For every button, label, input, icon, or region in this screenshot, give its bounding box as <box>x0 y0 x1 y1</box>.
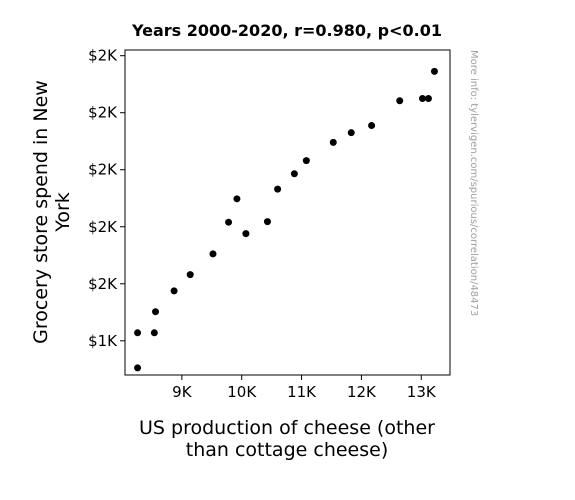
chart-title: Years 2000-2020, r=0.980, p<0.01 <box>131 21 442 40</box>
data-point <box>186 271 194 279</box>
data-point <box>274 185 282 193</box>
data-point <box>233 195 241 203</box>
y-tick-label: $2K <box>88 218 118 236</box>
y-axis-label: Grocery store spend in New York <box>30 80 74 344</box>
y-tick-label: $2K <box>88 161 118 179</box>
x-axis-label-line-2: than cottage cheese) <box>186 439 389 461</box>
data-point <box>368 122 376 130</box>
y-axis-label-line-2: York <box>52 192 74 233</box>
data-point <box>302 157 310 165</box>
data-point <box>430 67 438 75</box>
y-tick-label: $1K <box>88 332 118 350</box>
data-point <box>134 329 142 337</box>
data-point <box>170 287 178 295</box>
data-point <box>150 329 158 337</box>
data-points <box>134 67 438 372</box>
x-tick-label: 13K <box>407 383 437 401</box>
y-axis-label-line-1: Grocery store spend in New <box>30 80 52 344</box>
data-point <box>225 218 233 226</box>
data-point <box>152 308 160 316</box>
data-point <box>424 94 432 102</box>
y-tick-label: $2K <box>88 104 118 122</box>
data-point <box>329 138 337 146</box>
x-axis-label-line-1: US production of cheese (other <box>139 417 435 439</box>
x-tick-label: 11K <box>287 383 317 401</box>
data-point <box>290 170 298 178</box>
data-point <box>263 218 271 226</box>
y-tick-label: $2K <box>88 275 118 293</box>
data-point <box>134 364 142 372</box>
data-point <box>209 250 217 258</box>
data-point <box>347 129 355 137</box>
x-tick-label: 10K <box>227 383 257 401</box>
data-point <box>396 97 404 105</box>
data-point <box>242 230 250 238</box>
x-axis: 9K 10K 11K 12K 13K <box>172 375 437 401</box>
x-tick-label: 12K <box>347 383 377 401</box>
source-watermark: More info: tylervigen.com/spurious/corre… <box>468 50 479 316</box>
y-tick-label: $2K <box>88 47 118 65</box>
y-axis: $1K $2K $2K $2K $2K $2K <box>88 47 125 350</box>
data-point <box>418 94 426 102</box>
x-tick-label: 9K <box>172 383 193 401</box>
plot-area-frame <box>124 49 451 376</box>
